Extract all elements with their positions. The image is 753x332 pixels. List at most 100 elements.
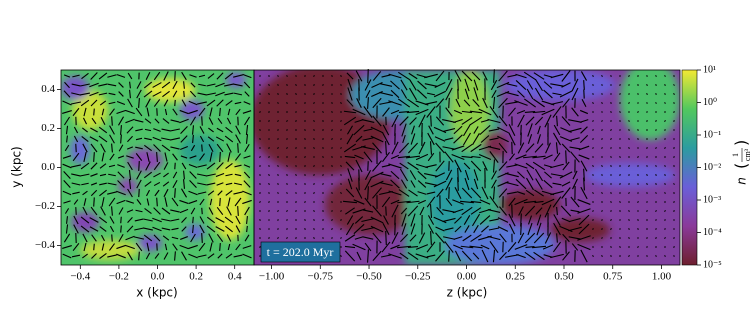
quiver [322,156,324,158]
quiver [533,98,545,108]
quiver [515,73,527,79]
quiver [234,164,242,168]
quiver [364,177,372,191]
quiver [117,155,125,159]
quiver [65,224,69,234]
colorbar-tick-label: 10⁻¹ [703,129,721,140]
quiver [479,215,491,225]
quiver [473,79,479,91]
quiver [268,156,270,158]
quiver [452,199,464,205]
quiver [72,191,80,195]
quiver [550,253,564,259]
quiver [399,252,409,260]
quiver [390,170,400,180]
quiver [470,187,482,199]
quiver [461,250,473,262]
quiver [63,233,71,243]
x-tick-label: −0.4 [70,271,90,283]
quiver [226,143,232,153]
quiver [62,110,72,114]
quiver [610,165,612,167]
quiver [242,199,252,205]
quiver [523,200,537,204]
quiver [601,210,603,212]
quiver [295,156,297,158]
quiver [619,183,621,185]
quiver [505,101,519,105]
quiver [353,199,365,205]
quiver [583,177,585,191]
quiver [388,253,402,259]
quiver [340,147,342,149]
quiver [525,189,535,197]
quiver [380,173,392,177]
quiver [226,206,232,216]
y-tick-label: 0.2 [41,122,55,134]
quiver [428,125,434,135]
quiver [89,226,99,232]
quiver [646,201,648,203]
quiver [197,191,207,195]
quiver [135,107,143,117]
quiver [197,254,207,258]
quiver [628,84,630,86]
quiver [407,142,419,154]
quiver [523,71,537,81]
x-axis-label: x (kpc) [136,286,177,300]
quiver [172,171,178,179]
quiver [216,127,224,133]
quiver [277,93,279,95]
quiver [534,78,544,92]
quiver [628,165,630,167]
quiver [234,101,242,105]
quiver [99,182,107,186]
quiver [570,151,580,163]
quiver [101,243,105,251]
quiver [144,181,152,187]
quiver [304,129,306,131]
quiver [246,225,248,233]
quiver [398,110,410,114]
quiver [91,234,97,242]
quiver [498,115,508,127]
quiver [295,84,297,86]
quiver [340,237,342,239]
quiver [553,132,561,146]
quiver [277,129,279,131]
quiver [610,246,612,248]
quiver [100,206,106,216]
quiver [188,253,198,259]
quiver [463,123,471,137]
quiver [409,117,417,125]
quiver [454,250,462,262]
quiver [435,160,445,172]
quiver [188,200,198,204]
quiver [541,108,555,116]
quiver [545,142,551,154]
quiver [206,162,216,170]
quiver [268,84,270,86]
quiver [286,228,288,230]
quiver [313,120,315,122]
quiver [364,242,372,252]
quiver [361,119,375,123]
quiver [259,246,261,248]
quiver [532,161,546,171]
quiver [397,98,411,108]
quiver [146,242,150,252]
quiver [340,75,342,77]
quiver [63,200,71,204]
quiver [243,81,251,89]
quiver [517,232,525,244]
quiver [216,182,224,186]
y-tick-label: −0.2 [35,200,55,212]
quiver [172,90,178,98]
quiver [505,181,519,187]
quiver [153,234,161,242]
quiver [125,200,135,204]
x-tick-label: 0.00 [457,271,477,283]
quiver [116,253,126,259]
quiver [470,143,482,153]
quiver [181,99,187,107]
